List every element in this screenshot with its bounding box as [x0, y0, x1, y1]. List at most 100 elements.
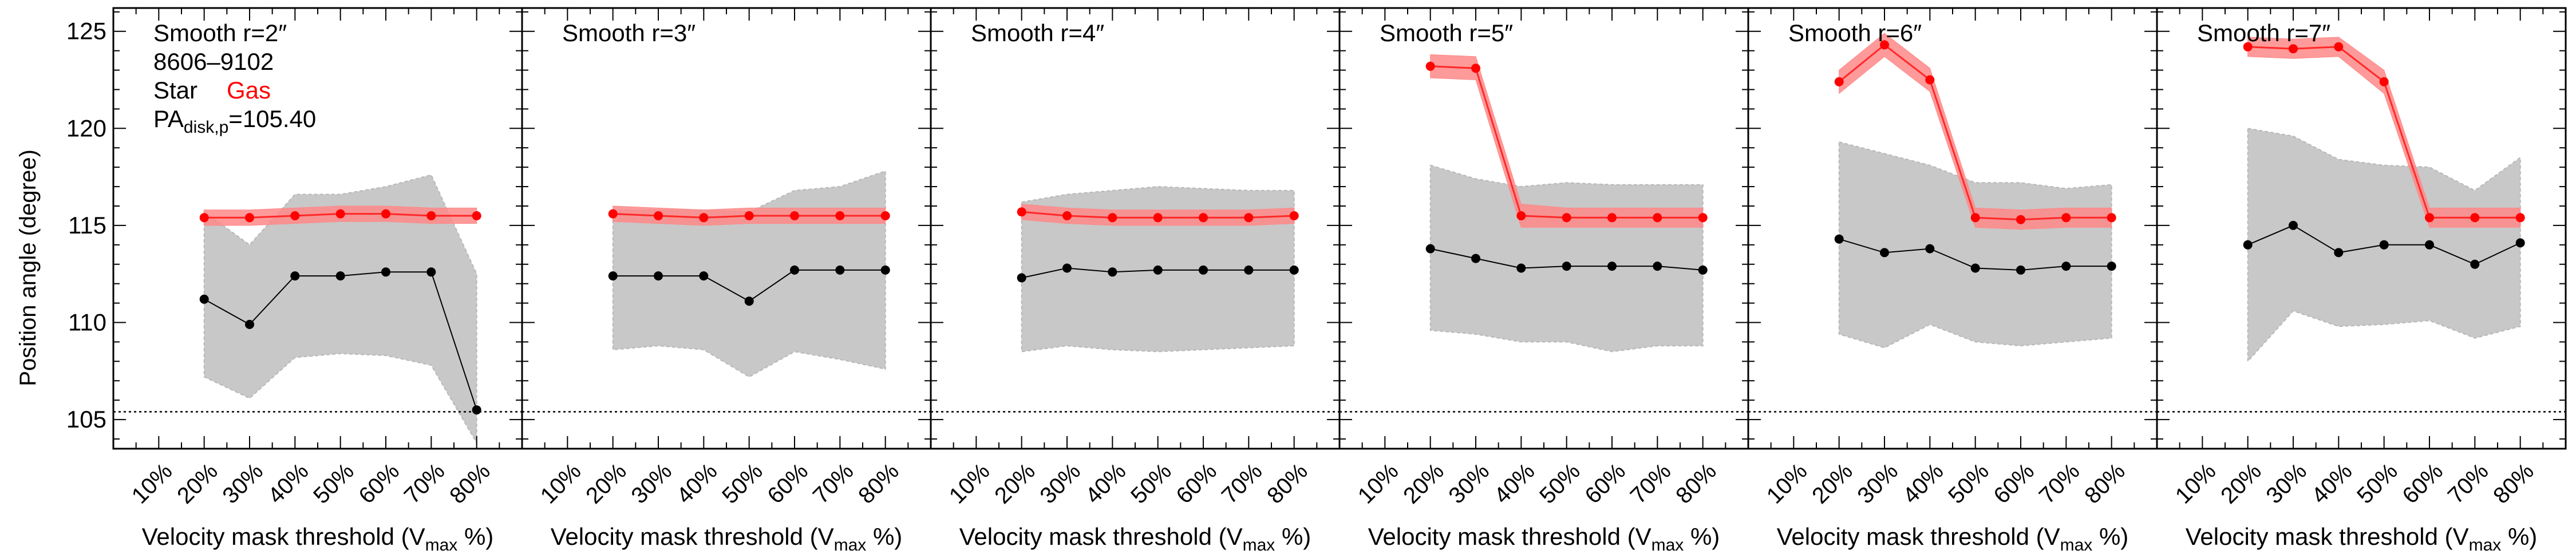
x-tick-label: 20%	[2216, 458, 2266, 509]
x-tick-label: 80%	[1262, 458, 1313, 509]
x-tick-label: 40%	[2307, 458, 2357, 509]
x-tick-label: 80%	[854, 458, 904, 509]
x-tick-label: 70%	[1626, 458, 1676, 509]
x-tick-label: 20%	[581, 458, 631, 509]
star-point	[1925, 244, 1935, 254]
x-tick-label: 10%	[945, 458, 995, 509]
gas-point	[835, 211, 845, 220]
gas-point	[1516, 211, 1526, 220]
x-tick-label: 50%	[1535, 458, 1585, 509]
y-tick-label: 110	[68, 309, 106, 336]
x-tick-label: 60%	[1989, 458, 2039, 509]
x-tick-label: 20%	[1807, 458, 1858, 509]
gas-point	[2061, 213, 2071, 223]
x-tick-label: 80%	[445, 458, 495, 509]
y-axis-label: Position angle (degree)	[15, 149, 41, 386]
gas-point	[1471, 64, 1480, 73]
star-point	[245, 319, 254, 329]
x-tick-label: 70%	[400, 458, 450, 509]
gas-point	[2425, 213, 2434, 223]
x-tick-label: 40%	[672, 458, 722, 509]
star-point	[1607, 262, 1617, 271]
star-band-2	[612, 170, 886, 378]
gas-point	[1017, 207, 1026, 217]
x-tick-label: 80%	[2080, 458, 2130, 509]
x-axis-label-4: Velocity mask threshold (Vmax %)	[1368, 523, 1720, 555]
star-point	[1471, 254, 1480, 263]
gas-point	[472, 211, 481, 220]
gas-point	[880, 211, 890, 220]
x-tick-label: 10%	[2171, 458, 2221, 509]
legend-star-label: Star	[153, 77, 197, 104]
x-tick-label: 80%	[2488, 458, 2539, 509]
x-tick-label: 30%	[1852, 458, 1903, 509]
panels: 10511011512012510%20%30%40%50%60%70%80%S…	[66, 7, 2567, 555]
gas-point	[1880, 40, 1889, 50]
x-tick-label: 30%	[2261, 458, 2312, 509]
x-tick-label: 20%	[172, 458, 223, 509]
star-point	[2515, 238, 2525, 248]
x-tick-label: 80%	[1671, 458, 1721, 509]
gas-point	[1562, 213, 1571, 223]
x-tick-label: 60%	[2397, 458, 2448, 509]
star-point	[1562, 262, 1571, 271]
star-point	[2379, 240, 2389, 250]
x-tick-label: 50%	[1126, 458, 1176, 509]
star-point	[1698, 265, 1708, 275]
x-tick-label: 10%	[127, 458, 177, 509]
gas-point	[2243, 42, 2253, 52]
gas-point	[1925, 75, 1935, 85]
x-tick-label: 60%	[1171, 458, 1222, 509]
star-point	[2289, 220, 2298, 230]
star-point	[335, 271, 345, 281]
panel-title-1: Smooth r=2″	[153, 19, 287, 46]
x-tick-label: 50%	[309, 458, 359, 509]
star-point	[1153, 265, 1163, 275]
gas-point	[2379, 77, 2389, 86]
x-axis-label-3: Velocity mask threshold (Vmax %)	[959, 523, 1311, 555]
gas-point	[790, 211, 799, 220]
star-point	[2470, 259, 2480, 269]
star-point	[381, 267, 390, 277]
gas-point	[2289, 44, 2298, 54]
star-point	[1108, 267, 1117, 277]
chart-panel-5: 10%20%30%40%50%60%70%80% Smooth r=6″ Veloc…	[1747, 7, 2158, 555]
gas-point	[1970, 213, 1980, 223]
gas-point	[245, 213, 254, 223]
x-axis-label-6: Velocity mask threshold (Vmax %)	[2186, 523, 2538, 555]
x-tick-label: 20%	[990, 458, 1040, 509]
x-tick-label: 10%	[1762, 458, 1812, 509]
pa-disk-label: PAdisk,p=105.40	[153, 105, 316, 137]
x-tick-label: 30%	[218, 458, 268, 509]
gas-point	[1153, 213, 1163, 223]
x-tick-label: 10%	[1353, 458, 1404, 509]
gas-point	[1199, 213, 1208, 223]
x-tick-label: 50%	[1943, 458, 1994, 509]
x-tick-label: 70%	[808, 458, 859, 509]
star-point	[1880, 248, 1889, 258]
x-tick-label: 40%	[1898, 458, 1949, 509]
x-tick-label: 40%	[263, 458, 314, 509]
star-point	[654, 271, 663, 281]
star-point	[2107, 262, 2116, 271]
gas-point	[699, 213, 709, 223]
star-point	[2243, 240, 2253, 250]
y-tick-label: 125	[66, 18, 106, 45]
gas-point	[1108, 213, 1117, 223]
gas-point	[2334, 42, 2344, 52]
star-point	[1062, 263, 1072, 273]
star-point	[1199, 265, 1208, 275]
star-point	[2016, 265, 2025, 275]
legend-gas-label: Gas	[227, 77, 271, 104]
panel-title-3: Smooth r=4″	[971, 19, 1104, 46]
gas-point	[1062, 211, 1072, 220]
x-axis-label-5: Velocity mask threshold (Vmax %)	[1777, 523, 2129, 555]
star-point	[790, 265, 799, 275]
gas-band-5	[1839, 33, 2112, 230]
chart-panel-6: 10%20%30%40%50%60%70%80% Smooth r=7″ Veloc…	[2156, 7, 2567, 555]
panel-title-6: Smooth r=7″	[2197, 19, 2330, 46]
star-point	[880, 265, 890, 275]
gas-point	[2470, 213, 2480, 223]
gas-point	[1607, 213, 1617, 223]
x-tick-label: 50%	[2352, 458, 2403, 509]
